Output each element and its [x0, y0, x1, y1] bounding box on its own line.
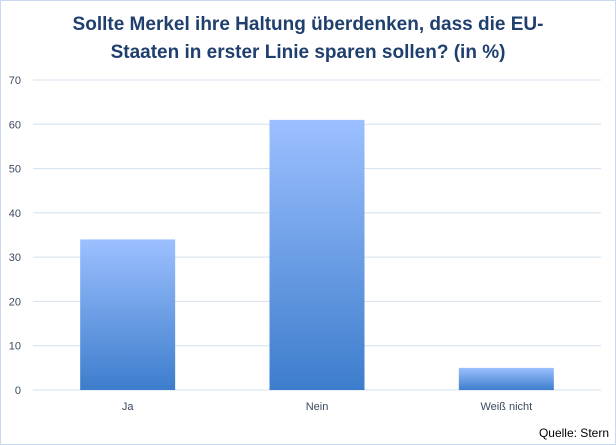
title-line-1: Sollte Merkel ihre Haltung überdenken, d… [72, 14, 544, 35]
x-tick-label: Nein [306, 401, 329, 413]
source-note: Quelle: Stern [538, 426, 609, 440]
y-tick-label: 20 [9, 296, 21, 308]
title-line-2: Staaten in erster Linie sparen sollen? (… [110, 42, 506, 63]
x-tick-label: Ja [122, 401, 135, 413]
y-tick-label: 50 [9, 164, 21, 176]
chart-title: Sollte Merkel ihre Haltung überdenken, d… [1, 11, 615, 67]
x-tick-label: Weiß nicht [480, 401, 532, 413]
y-tick-label: 60 [9, 119, 21, 131]
y-tick-label: 10 [9, 341, 21, 353]
bar-weiß-nicht [458, 367, 554, 390]
bar-ja [80, 239, 176, 390]
bar-nein [269, 119, 365, 390]
y-tick-label: 30 [9, 252, 21, 264]
y-tick-label: 70 [9, 75, 21, 87]
y-tick-label: 0 [15, 385, 21, 397]
y-tick-label: 40 [9, 208, 21, 220]
